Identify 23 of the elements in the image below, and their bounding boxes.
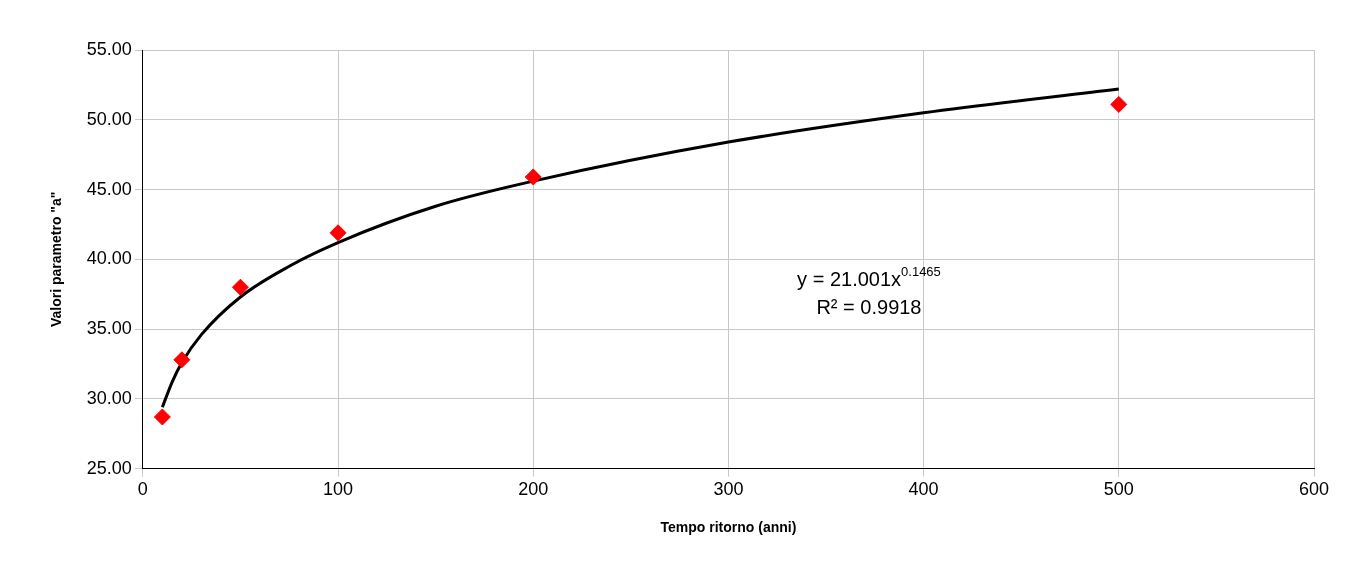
- y-tick-label: 50.00: [86, 108, 132, 129]
- x-tick-label: 300: [713, 479, 744, 500]
- x-tick-label: 500: [1103, 479, 1134, 500]
- point: [173, 351, 191, 369]
- x-tick-label: 0: [137, 479, 148, 500]
- y-tick-label: 35.00: [86, 318, 132, 339]
- point: [329, 224, 347, 242]
- y-tick-label: 55.00: [86, 38, 132, 59]
- x-tick-label: 200: [518, 479, 549, 500]
- y-tick-label: 40.00: [86, 248, 132, 269]
- y-tick-label: 25.00: [86, 457, 132, 478]
- y-tick-label: 45.00: [86, 178, 132, 199]
- point: [231, 278, 249, 296]
- x-tick-label: 400: [908, 479, 939, 500]
- y-axis-title: Valori parametro "a": [48, 191, 65, 328]
- annotation: R² = 0.9918: [816, 295, 922, 318]
- point: [153, 408, 171, 426]
- point: [524, 168, 542, 186]
- point: [1110, 95, 1128, 113]
- x-tick-label: 100: [323, 479, 354, 500]
- x-tick-label: 600: [1298, 479, 1330, 500]
- y-tick-label: 30.00: [86, 387, 132, 408]
- x-axis-title: Tempo ritorno (anni): [660, 519, 797, 536]
